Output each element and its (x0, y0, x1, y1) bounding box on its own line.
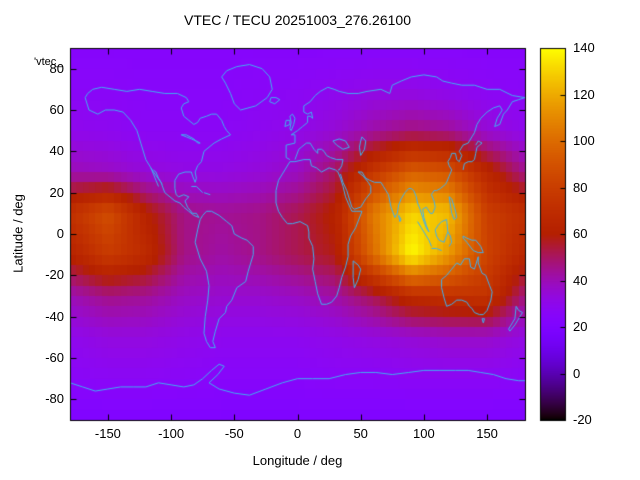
colorbar-tick-label: 40 (573, 272, 588, 288)
x-tick-label: 0 (293, 426, 302, 441)
x-axis-label: Longitude / deg (252, 453, 343, 468)
x-tick-label: -100 (158, 426, 185, 441)
y-tick-label: -20 (45, 267, 64, 283)
y-tick-label: -80 (45, 391, 64, 407)
colorbar-tick-label: 140 (573, 40, 595, 55)
colorbar-tick-label: 100 (573, 133, 595, 148)
colorbar-tick-label: -20 (573, 412, 592, 427)
x-tick-label: 100 (413, 426, 435, 441)
y-tick-label: -60 (45, 350, 64, 365)
x-tick-label: -50 (224, 426, 244, 441)
y-tick-label: 40 (49, 143, 64, 159)
chart-title: VTEC / TECU 20251003_276.26100 (183, 12, 411, 28)
y-tick-label: 60 (49, 102, 64, 117)
colorbar-tick-label: 120 (573, 86, 595, 102)
series-key-label: 'vtec_ (34, 56, 63, 68)
x-tick-label: 150 (476, 426, 498, 441)
colorbar-tick-label: 60 (573, 226, 588, 241)
colorbar-tick-label: 80 (573, 179, 588, 195)
y-tick-label: 20 (49, 184, 64, 200)
x-tick-label: -150 (94, 426, 121, 441)
y-tick-label: 80 (49, 60, 64, 76)
x-tick-label: 50 (353, 426, 368, 441)
y-tick-label: -40 (45, 308, 64, 324)
y-tick-label: 0 (56, 226, 64, 241)
colorbar-tick-label: 20 (573, 319, 588, 334)
y-axis-label: Latitude / deg (10, 194, 26, 273)
colorbar-tick-label: 0 (573, 365, 581, 381)
